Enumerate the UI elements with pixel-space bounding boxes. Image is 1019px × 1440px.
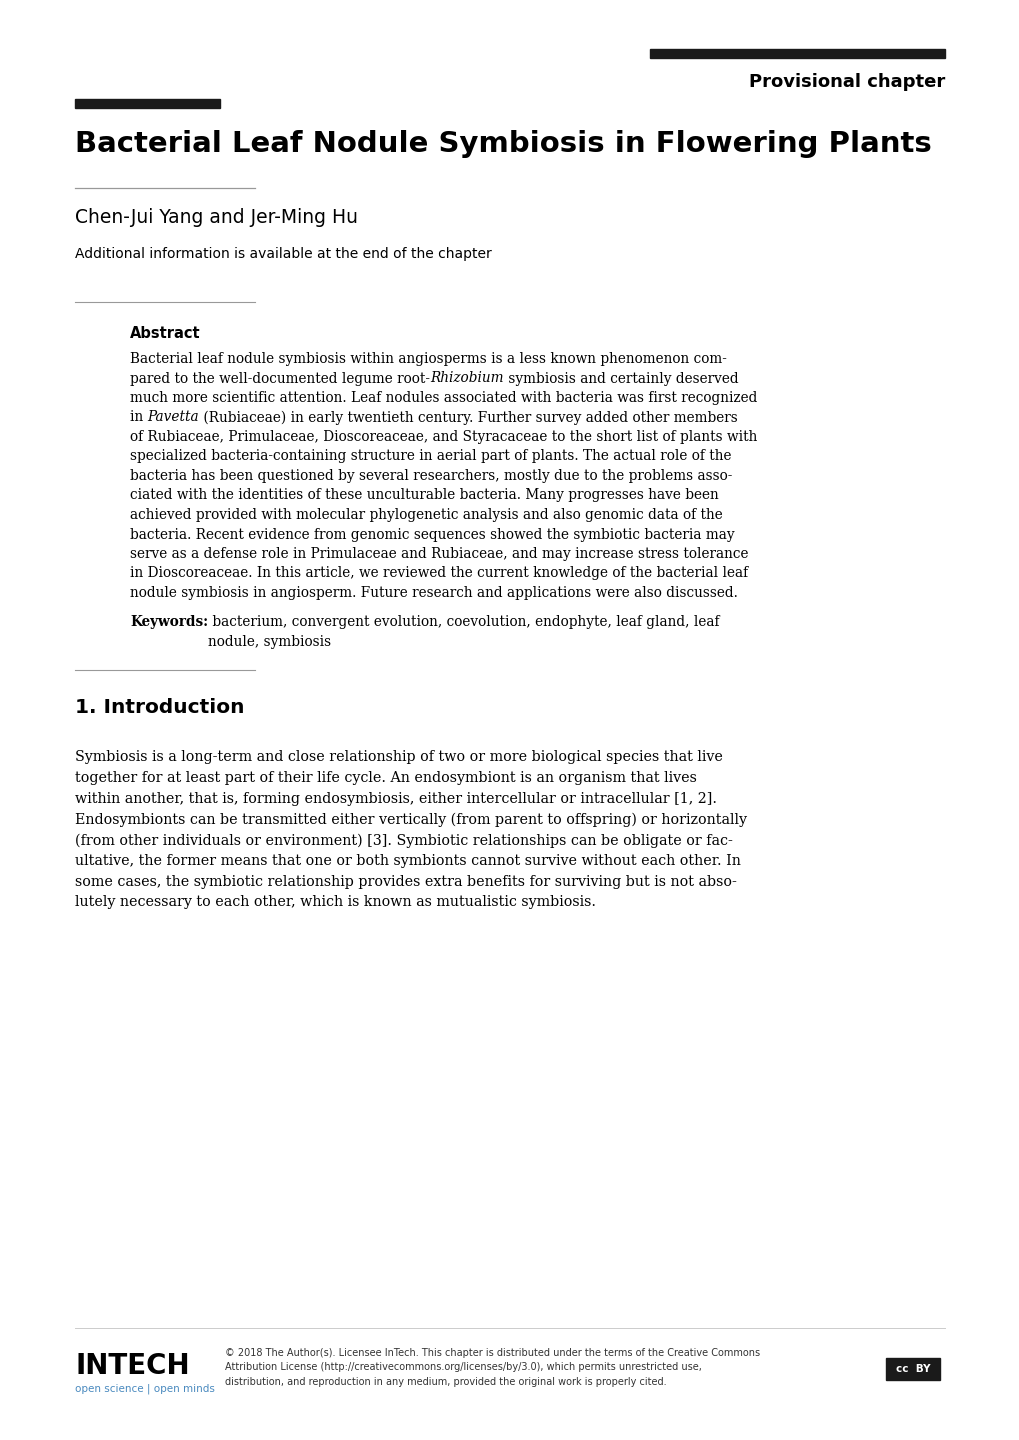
Text: ultative, the former means that one or both symbionts cannot survive without eac: ultative, the former means that one or b… bbox=[75, 854, 740, 868]
Text: in Dioscoreaceae. In this article, we reviewed the current knowledge of the bact: in Dioscoreaceae. In this article, we re… bbox=[129, 566, 747, 580]
Text: of Rubiaceae, Primulaceae, Dioscoreaceae, and Styracaceae to the short list of p: of Rubiaceae, Primulaceae, Dioscoreaceae… bbox=[129, 431, 757, 444]
Text: Bacterial leaf nodule symbiosis within angiosperms is a less known phenomenon co: Bacterial leaf nodule symbiosis within a… bbox=[129, 351, 727, 366]
Text: © 2018 The Author(s). Licensee InTech. This chapter is distributed under the ter: © 2018 The Author(s). Licensee InTech. T… bbox=[225, 1348, 759, 1358]
Text: symbiosis and certainly deserved: symbiosis and certainly deserved bbox=[503, 372, 738, 386]
Text: Rhizobium: Rhizobium bbox=[430, 372, 503, 386]
Text: bacteria. Recent evidence from genomic sequences showed the symbiotic bacteria m: bacteria. Recent evidence from genomic s… bbox=[129, 527, 734, 541]
Text: (from other individuals or environment) [3]. Symbiotic relationships can be obli: (from other individuals or environment) … bbox=[75, 834, 733, 848]
Text: some cases, the symbiotic relationship provides extra benefits for surviving but: some cases, the symbiotic relationship p… bbox=[75, 874, 736, 888]
Text: lutely necessary to each other, which is known as mutualistic symbiosis.: lutely necessary to each other, which is… bbox=[75, 896, 595, 910]
Text: cc  BY: cc BY bbox=[895, 1364, 929, 1374]
Text: bacteria has been questioned by several researchers, mostly due to the problems : bacteria has been questioned by several … bbox=[129, 469, 732, 482]
Text: Chen-Jui Yang and Jer-Ming Hu: Chen-Jui Yang and Jer-Ming Hu bbox=[75, 207, 358, 228]
Text: 1. Introduction: 1. Introduction bbox=[75, 698, 245, 717]
Bar bbox=[649, 49, 944, 58]
Text: Keywords:: Keywords: bbox=[129, 615, 208, 629]
Text: Attribution License (http://creativecommons.org/licenses/by/3.0), which permits : Attribution License (http://creativecomm… bbox=[225, 1362, 701, 1372]
Text: Pavetta: Pavetta bbox=[148, 410, 199, 425]
Text: within another, that is, forming endosymbiosis, either intercellular or intracel: within another, that is, forming endosym… bbox=[75, 792, 716, 806]
Text: Endosymbionts can be transmitted either vertically (from parent to offspring) or: Endosymbionts can be transmitted either … bbox=[75, 812, 746, 827]
Text: ciated with the identities of these unculturable bacteria. Many progresses have : ciated with the identities of these uncu… bbox=[129, 488, 718, 503]
Text: achieved provided with molecular phylogenetic analysis and also genomic data of : achieved provided with molecular phyloge… bbox=[129, 508, 722, 521]
Text: bacterium, convergent evolution, coevolution, endophyte, leaf gland, leaf
nodule: bacterium, convergent evolution, coevolu… bbox=[208, 615, 719, 649]
Text: in: in bbox=[129, 410, 148, 425]
Text: nodule symbiosis in angiosperm. Future research and applications were also discu: nodule symbiosis in angiosperm. Future r… bbox=[129, 586, 737, 600]
Text: specialized bacteria-containing structure in aerial part of plants. The actual r: specialized bacteria-containing structur… bbox=[129, 449, 731, 464]
Text: pared to the well-documented legume root-: pared to the well-documented legume root… bbox=[129, 372, 430, 386]
Text: (Rubiaceae) in early twentieth century. Further survey added other members: (Rubiaceae) in early twentieth century. … bbox=[199, 410, 738, 425]
Text: Abstract: Abstract bbox=[129, 325, 201, 341]
Text: Provisional chapter: Provisional chapter bbox=[748, 73, 944, 91]
Text: serve as a defense role in Primulaceae and Rubiaceae, and may increase stress to: serve as a defense role in Primulaceae a… bbox=[129, 547, 748, 562]
Text: Additional information is available at the end of the chapter: Additional information is available at t… bbox=[75, 248, 491, 261]
Bar bbox=[75, 99, 220, 108]
Text: much more scientific attention. Leaf nodules associated with bacteria was first : much more scientific attention. Leaf nod… bbox=[129, 392, 757, 405]
Text: open science | open minds: open science | open minds bbox=[75, 1384, 215, 1394]
Text: Bacterial Leaf Nodule Symbiosis in Flowering Plants: Bacterial Leaf Nodule Symbiosis in Flowe… bbox=[75, 130, 930, 158]
Text: INTECH: INTECH bbox=[75, 1352, 190, 1380]
Text: distribution, and reproduction in any medium, provided the original work is prop: distribution, and reproduction in any me… bbox=[225, 1377, 666, 1387]
FancyBboxPatch shape bbox=[886, 1358, 940, 1380]
Text: Symbiosis is a long-term and close relationship of two or more biological specie: Symbiosis is a long-term and close relat… bbox=[75, 750, 722, 765]
Text: together for at least part of their life cycle. An endosymbiont is an organism t: together for at least part of their life… bbox=[75, 772, 696, 785]
